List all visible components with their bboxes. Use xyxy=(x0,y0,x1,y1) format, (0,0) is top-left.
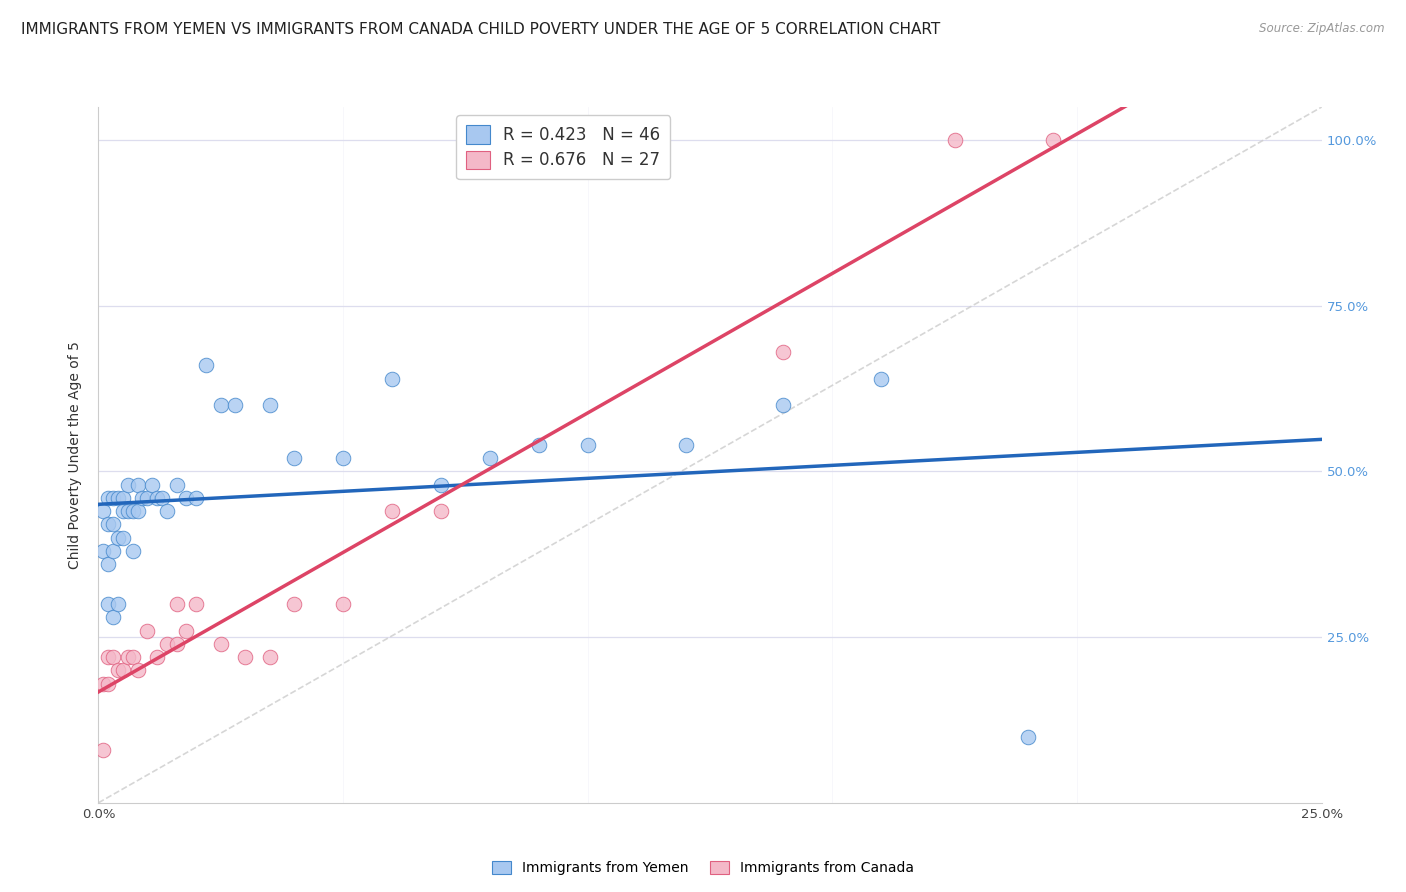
Point xyxy=(111,504,134,518)
Point xyxy=(127,504,149,518)
Point xyxy=(176,624,198,638)
Point xyxy=(576,438,599,452)
Point xyxy=(772,345,794,359)
Point xyxy=(166,597,188,611)
Point xyxy=(111,531,134,545)
Point xyxy=(101,610,124,624)
Point xyxy=(186,597,208,611)
Point xyxy=(166,637,188,651)
Point xyxy=(91,743,114,757)
Point xyxy=(97,676,120,690)
Text: Source: ZipAtlas.com: Source: ZipAtlas.com xyxy=(1260,22,1385,36)
Point xyxy=(127,663,149,677)
Text: IMMIGRANTS FROM YEMEN VS IMMIGRANTS FROM CANADA CHILD POVERTY UNDER THE AGE OF 5: IMMIGRANTS FROM YEMEN VS IMMIGRANTS FROM… xyxy=(21,22,941,37)
Point xyxy=(117,504,139,518)
Point xyxy=(131,491,153,505)
Point xyxy=(127,477,149,491)
Legend: Immigrants from Yemen, Immigrants from Canada: Immigrants from Yemen, Immigrants from C… xyxy=(486,855,920,880)
Point xyxy=(107,491,129,505)
Point xyxy=(943,133,966,147)
Point xyxy=(111,491,134,505)
Point xyxy=(478,451,501,466)
Point xyxy=(156,504,179,518)
Point xyxy=(150,491,173,505)
Point xyxy=(91,676,114,690)
Point xyxy=(1042,133,1064,147)
Point xyxy=(381,504,404,518)
Point xyxy=(259,398,281,412)
Point xyxy=(870,372,893,386)
Point xyxy=(332,597,354,611)
Point xyxy=(101,517,124,532)
Point xyxy=(91,544,114,558)
Point xyxy=(136,624,159,638)
Point xyxy=(101,544,124,558)
Point xyxy=(430,504,453,518)
Point xyxy=(97,650,120,665)
Point xyxy=(332,451,354,466)
Point xyxy=(209,637,232,651)
Point xyxy=(186,491,208,505)
Point xyxy=(141,477,163,491)
Point xyxy=(176,491,198,505)
Point xyxy=(107,597,129,611)
Point xyxy=(107,663,129,677)
Point xyxy=(97,491,120,505)
Point xyxy=(121,544,143,558)
Point xyxy=(121,650,143,665)
Point xyxy=(1017,730,1039,744)
Point xyxy=(209,398,232,412)
Point xyxy=(233,650,256,665)
Point xyxy=(101,650,124,665)
Point xyxy=(195,359,218,373)
Point xyxy=(97,597,120,611)
Legend: R = 0.423   N = 46, R = 0.676   N = 27: R = 0.423 N = 46, R = 0.676 N = 27 xyxy=(457,115,671,179)
Point xyxy=(117,477,139,491)
Point xyxy=(259,650,281,665)
Point xyxy=(121,504,143,518)
Point xyxy=(107,531,129,545)
Y-axis label: Child Poverty Under the Age of 5: Child Poverty Under the Age of 5 xyxy=(69,341,83,569)
Point xyxy=(156,637,179,651)
Point xyxy=(675,438,697,452)
Point xyxy=(381,372,404,386)
Point xyxy=(527,438,550,452)
Point xyxy=(224,398,246,412)
Point xyxy=(136,491,159,505)
Point xyxy=(430,477,453,491)
Point xyxy=(146,650,169,665)
Point xyxy=(283,597,305,611)
Point xyxy=(97,558,120,572)
Point xyxy=(772,398,794,412)
Point xyxy=(146,491,169,505)
Point xyxy=(117,650,139,665)
Point xyxy=(283,451,305,466)
Point xyxy=(101,491,124,505)
Point xyxy=(91,504,114,518)
Point xyxy=(97,517,120,532)
Point xyxy=(111,663,134,677)
Point xyxy=(166,477,188,491)
